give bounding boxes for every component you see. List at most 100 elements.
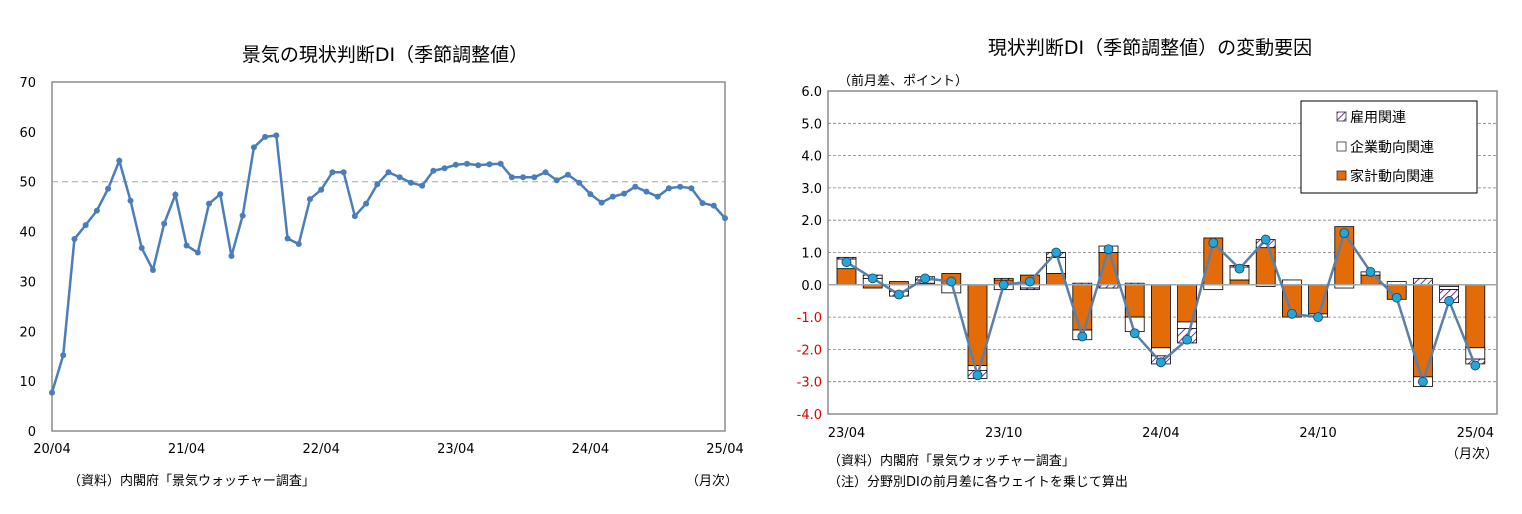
y-tick-label: 5.0	[801, 117, 822, 132]
x-tick-label: 25/04	[706, 442, 743, 457]
data-point	[239, 212, 246, 219]
data-point	[531, 174, 538, 181]
right-y-unit-label: （前月差、ポイント）	[838, 74, 969, 89]
left-chart-title: 景気の現状判断DI（季節調整値）	[241, 44, 529, 66]
total-marker	[1444, 296, 1454, 306]
data-point	[598, 199, 605, 206]
data-point	[632, 183, 639, 190]
data-point	[262, 133, 269, 140]
y-tick-label: 60	[19, 126, 36, 141]
data-point	[396, 174, 403, 181]
data-point	[161, 220, 168, 227]
bar-segment-household	[1255, 247, 1276, 286]
data-point	[149, 266, 156, 273]
bar-segment-employment	[993, 277, 1014, 281]
total-marker	[1260, 234, 1271, 245]
data-point	[553, 177, 560, 184]
y-tick-label: -1.0	[797, 311, 822, 326]
x-tick-label: 24/04	[1142, 426, 1179, 441]
data-point	[217, 191, 224, 198]
total-marker	[841, 257, 852, 268]
bar-segment-corporate	[967, 365, 988, 371]
total-marker	[1339, 228, 1350, 239]
total-marker	[867, 273, 878, 284]
data-point	[194, 249, 201, 256]
data-point	[430, 167, 437, 174]
data-point	[677, 183, 684, 190]
total-marker	[1287, 308, 1297, 319]
y-tick-label: 10	[19, 375, 36, 390]
y-tick-label: -2.0	[797, 343, 822, 358]
data-point	[407, 179, 414, 186]
data-point	[441, 165, 448, 172]
y-tick-label: 20	[19, 325, 36, 340]
data-point	[464, 160, 471, 167]
y-tick-label: -3.0	[797, 376, 822, 391]
data-point	[172, 191, 179, 198]
y-tick-label: 30	[19, 275, 36, 290]
data-point	[699, 200, 706, 207]
legend-swatch-employment	[1336, 111, 1347, 122]
bar-segment-household	[1151, 284, 1171, 349]
x-tick-label: 24/10	[1299, 426, 1336, 441]
total-marker	[1182, 334, 1192, 345]
legend-label-corporate: 企業動向関連	[1350, 139, 1434, 156]
x-tick-label: 23/04	[437, 442, 474, 457]
y-tick-label: 70	[19, 76, 36, 91]
y-tick-label: 50	[19, 176, 36, 191]
legend-label-household: 家計動向関連	[1350, 168, 1434, 185]
total-marker	[998, 279, 1009, 290]
data-point	[654, 193, 661, 200]
data-point	[82, 222, 89, 229]
data-point	[452, 161, 459, 168]
data-point	[564, 171, 571, 178]
total-marker	[1234, 263, 1245, 274]
left-line-chart: 0 10 20 30 40 50 60 70 20/04 21/04 22/04 23/04 24/04…	[19, 76, 743, 457]
total-marker	[1156, 357, 1166, 368]
total-marker	[920, 273, 930, 284]
bar-segment-household	[1465, 284, 1486, 349]
data-point	[93, 207, 100, 214]
y-tick-label: 0.0	[801, 279, 822, 294]
data-point	[688, 185, 695, 192]
total-marker	[1077, 331, 1088, 342]
total-marker	[1208, 237, 1219, 248]
data-point	[710, 202, 717, 209]
y-tick-label: 0	[28, 425, 36, 440]
total-marker	[1470, 360, 1481, 371]
x-tick-label: 22/04	[302, 442, 339, 457]
legend-swatch-corporate	[1336, 141, 1347, 152]
legend-label-employment: 雇用関連	[1350, 109, 1406, 126]
legend-swatch-household	[1336, 170, 1347, 181]
y-tick-label: 1.0	[801, 247, 822, 262]
data-point	[385, 169, 392, 176]
left-source-note: （資料）内閣府「景気ウォッチャー調査」	[68, 474, 315, 489]
total-marker	[1365, 266, 1376, 277]
total-marker	[894, 289, 904, 300]
data-point	[665, 185, 672, 192]
x-tick-label: 23/10	[985, 426, 1022, 441]
data-point	[363, 200, 370, 207]
data-point	[71, 236, 78, 243]
data-point	[183, 242, 190, 249]
data-point	[49, 389, 55, 396]
data-point	[250, 144, 257, 151]
data-point	[497, 160, 504, 167]
data-point	[643, 188, 650, 195]
total-marker	[1391, 292, 1402, 303]
x-tick-label: 21/04	[168, 442, 205, 457]
data-point	[329, 169, 336, 176]
x-tick-label: 24/04	[572, 442, 609, 457]
right-chart-title: 現状判断DI（季節調整値）の変動要因	[987, 37, 1313, 59]
total-marker	[1103, 244, 1114, 255]
data-point	[419, 182, 426, 189]
total-marker	[1051, 247, 1061, 258]
data-point	[306, 196, 313, 203]
data-point	[351, 213, 358, 220]
data-point	[340, 169, 347, 176]
data-point	[284, 235, 291, 242]
data-point	[486, 161, 493, 168]
data-point	[542, 169, 549, 176]
legend: 雇用関連 企業動向関連 家計動向関連	[1300, 100, 1478, 194]
y-tick-label: -4.0	[797, 408, 822, 423]
